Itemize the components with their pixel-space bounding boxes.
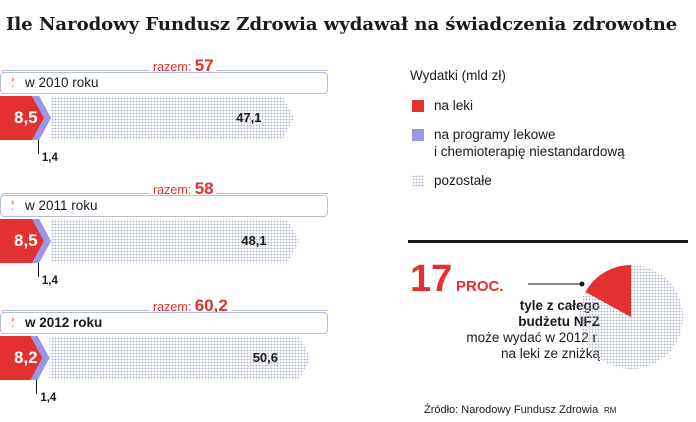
year-label: w 2012 roku — [25, 315, 103, 330]
year-label: w 2011 roku — [25, 198, 98, 213]
legend-label-programs-2: i chemioterapię niestandardową — [434, 144, 625, 159]
bar-segment-other — [51, 96, 295, 140]
bar-segment-drugs — [0, 336, 43, 380]
legend-label-programs-1: na programy lekowe — [434, 127, 556, 142]
bar-label-other: 48,1 — [241, 233, 267, 248]
legend-item-other: pozostałe — [410, 172, 680, 189]
bar-label-drugs: 8,5 — [14, 108, 38, 127]
year-block-0: razem: 57 › · w 2010 roku 8,5 47,1 1,4 — [0, 56, 400, 182]
bar-label-other: 47,1 — [236, 110, 262, 125]
highlight-rule — [408, 240, 688, 243]
total-label: razem: 60,2 — [150, 296, 231, 316]
total-value: 57 — [194, 56, 214, 75]
highlight-number: 17 — [410, 258, 453, 300]
legend-item-drugs: na leki — [410, 97, 680, 114]
legend-swatch-violet — [412, 129, 424, 141]
year-marker-icon: › · — [11, 197, 15, 215]
bar-label-drugs: 8,2 — [14, 348, 38, 367]
bar-segment-other — [51, 219, 300, 263]
bar-label-programs: 1,4 — [41, 275, 58, 287]
tick-programs — [37, 140, 39, 154]
year-label-box: › · w 2012 roku — [0, 312, 328, 334]
tick-programs — [36, 380, 38, 394]
year-label-box: › · w 2011 roku — [0, 195, 328, 217]
chart-title: Ile Narodowy Fundusz Zdrowia wydawał na … — [6, 14, 678, 35]
total-value: 58 — [194, 179, 214, 198]
year-marker-icon: › · — [11, 314, 15, 332]
legend: Wydatki (mld zł) na leki na programy lek… — [410, 68, 680, 201]
bar-segment-drugs — [0, 96, 44, 140]
tick-programs — [37, 263, 39, 277]
bar-label-programs: 1,4 — [41, 152, 58, 164]
total-label: razem: 57 — [150, 56, 217, 76]
bar-segment-drugs — [0, 219, 44, 263]
stacked-bar — [0, 219, 300, 263]
bar-segment-other — [49, 336, 311, 380]
highlight-leader-line — [528, 281, 585, 287]
highlight-text: tyle z całego budżetu NFZ może wydać w 2… — [410, 298, 600, 362]
highlight-unit: PROC. — [456, 278, 504, 295]
bar-label-other: 50,6 — [252, 350, 279, 365]
stacked-bar — [0, 96, 295, 140]
legend-title: Wydatki (mld zł) — [410, 68, 506, 83]
highlight-pie — [579, 265, 683, 369]
legend-label-other: pozostałe — [434, 173, 492, 188]
stacked-bar — [0, 336, 311, 380]
legend-item-programs: na programy lekowe i chemioterapię niest… — [410, 126, 680, 160]
total-prefix: razem: — [153, 60, 195, 74]
legend-label-drugs: na leki — [434, 98, 474, 113]
pie-slice-drugs — [585, 265, 631, 317]
bar-label-drugs: 8,5 — [14, 231, 38, 250]
highlight-line4: na leki ze zniżką — [500, 346, 600, 361]
highlight-line3: może wydać w 2012 r. — [466, 330, 600, 345]
bar-label-programs: 1,4 — [40, 392, 57, 404]
year-block-1: razem: 58 › · w 2011 roku 8,5 48,1 1,4 — [0, 179, 400, 305]
total-prefix: razem: — [153, 183, 195, 197]
legend-swatch-red — [412, 100, 424, 112]
total-value: 60,2 — [194, 296, 228, 315]
year-marker-icon: › · — [11, 74, 15, 92]
year-label-box: › · w 2010 roku — [0, 72, 328, 94]
total-prefix: razem: — [153, 300, 195, 314]
total-label: razem: 58 — [150, 179, 217, 199]
legend-swatch-dots — [412, 175, 424, 187]
year-label: w 2010 roku — [25, 75, 99, 90]
author: RM — [604, 406, 617, 415]
year-block-2: razem: 60,2 › · w 2012 roku 8,2 50,6 1,4 — [0, 296, 400, 422]
source: Źródło: Narodowy Fundusz Zdrowia — [424, 404, 599, 416]
